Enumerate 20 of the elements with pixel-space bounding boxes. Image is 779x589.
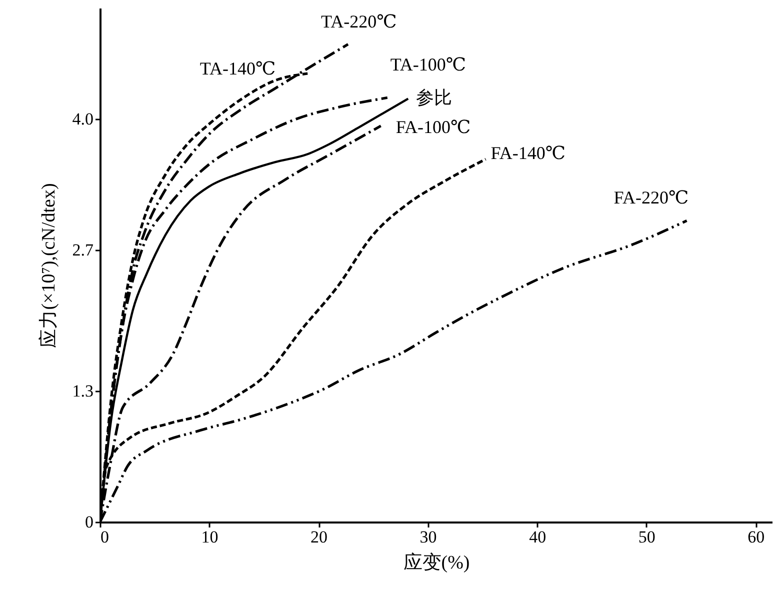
x-tick-label: 50 bbox=[638, 528, 656, 546]
series-label: TA-140℃ bbox=[200, 58, 276, 79]
y-tick-label: 4.0 bbox=[72, 109, 94, 128]
series-label: TA-100℃ bbox=[390, 54, 466, 75]
y-tick-label: 2.7 bbox=[72, 240, 94, 260]
series-label: FA-100℃ bbox=[396, 116, 471, 137]
x-tick-label: 10 bbox=[201, 528, 218, 546]
x-tick-label: 30 bbox=[420, 528, 437, 546]
y-tick-label: 0 bbox=[85, 512, 94, 532]
series-label: FA-140℃ bbox=[490, 143, 566, 164]
y-tick-label: 1.3 bbox=[72, 381, 94, 400]
series-label: 参比 bbox=[416, 88, 452, 108]
x-tick-label: 40 bbox=[529, 528, 546, 546]
x-tick-label: 60 bbox=[748, 528, 765, 546]
series-label: FA-220℃ bbox=[614, 188, 689, 208]
x-tick-label: 20 bbox=[310, 528, 328, 546]
x-axis-title: 应变(%) bbox=[403, 552, 470, 574]
y-axis-title: 应力(×10⁷),(cN/dtex) bbox=[37, 183, 60, 348]
x-tick-label: 0 bbox=[100, 528, 109, 546]
series-label: TA-220℃ bbox=[321, 11, 397, 32]
